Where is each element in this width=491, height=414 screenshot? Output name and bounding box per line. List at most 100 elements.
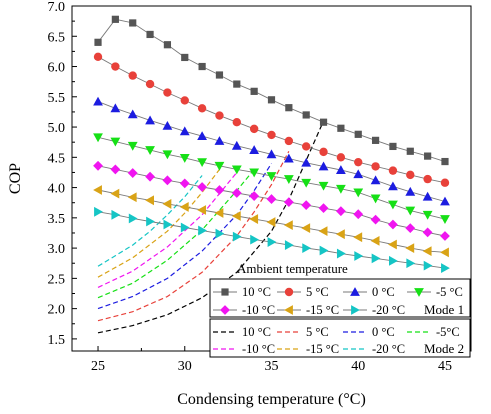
data-point: [284, 136, 294, 146]
legend-item-mode1: -20 °C: [343, 303, 405, 317]
data-point: [181, 53, 189, 62]
data-point: [370, 235, 380, 246]
data-point: [422, 210, 433, 220]
data-point: [111, 62, 120, 71]
data-point: [198, 62, 206, 71]
data-point: [388, 200, 398, 210]
data-point: [302, 111, 310, 119]
data-point: [284, 240, 294, 250]
data-point: [370, 175, 381, 185]
data-point: [440, 196, 450, 206]
data-point: [93, 96, 103, 106]
legend-item-mode1: 5 °C: [277, 285, 329, 299]
legend-title: Ambient temperature: [237, 261, 348, 276]
data-point: [111, 209, 121, 220]
data-point: [354, 251, 364, 261]
y-tick-label: 2.0: [48, 303, 66, 318]
data-point: [231, 188, 242, 198]
data-point: [405, 206, 416, 216]
legend-item-mode1: 0 °C: [343, 285, 395, 299]
legend-item-mode2: 5 °C: [277, 325, 329, 339]
mode2-line-10c: [97, 120, 325, 334]
data-point: [214, 136, 225, 145]
data-point: [283, 197, 294, 208]
data-point: [422, 227, 433, 238]
data-point: [93, 52, 103, 62]
data-point: [233, 80, 241, 88]
data-point: [318, 181, 329, 191]
y-tick-label: 6.5: [48, 30, 66, 45]
data-point: [250, 234, 260, 245]
data-point: [215, 228, 225, 239]
data-point: [319, 118, 328, 126]
data-point: [388, 239, 397, 250]
data-point: [110, 188, 120, 199]
x-tick-label: 30: [178, 359, 192, 374]
legend-label: -10 °C: [242, 342, 275, 356]
data-point: [335, 184, 346, 194]
data-point: [406, 170, 415, 180]
legend-box-mode2: [209, 318, 471, 358]
y-tick-label: 6.0: [48, 61, 66, 76]
data-point: [145, 171, 155, 182]
data-point: [163, 41, 172, 49]
data-point: [197, 182, 208, 192]
data-point: [406, 147, 414, 155]
data-point: [319, 147, 328, 157]
x-axis: 25 30 35 40 45: [91, 346, 452, 374]
data-point: [179, 178, 190, 189]
data-point: [440, 215, 450, 224]
data-point: [215, 71, 224, 79]
data-point: [249, 124, 259, 134]
data-point: [197, 205, 207, 215]
x-axis-title: Condensing temperature (°C): [177, 391, 366, 408]
data-point: [110, 103, 121, 113]
legend-item-mode2: -15 °C: [277, 342, 339, 356]
data-point: [285, 104, 293, 112]
legend-item-mode1: 10 °C: [213, 285, 271, 299]
data-point: [163, 88, 172, 97]
data-point: [335, 229, 345, 240]
legend-mode1-entries: 10 °C 5 °C 0 °C -5 °C -10 °C -15 °C -20 °C: [213, 285, 463, 317]
legend: Ambient temperature 10 °C 5 °C 0 °C -5 °C -1…: [209, 261, 471, 358]
legend-label: 0 °C: [372, 325, 395, 339]
data-point: [388, 219, 398, 230]
data-point: [266, 172, 277, 181]
data-point: [146, 30, 154, 39]
data-point: [301, 200, 312, 211]
mode2-line-5c: [97, 151, 290, 322]
data-point: [127, 192, 137, 203]
legend-marker: [350, 287, 360, 296]
legend-label: -20 °C: [372, 303, 405, 317]
mode2-line-minus5c: [97, 169, 255, 299]
legend-marker: [284, 287, 294, 297]
data-point: [127, 109, 138, 119]
legend-label: 5 °C: [306, 325, 329, 339]
data-point: [129, 19, 137, 27]
data-point: [318, 161, 329, 171]
y-tick-label: 4.5: [48, 151, 66, 166]
data-point: [337, 124, 345, 132]
data-point: [354, 130, 362, 138]
data-point: [180, 222, 190, 233]
data-point: [127, 168, 138, 178]
legend-mode1-label: Mode 1: [424, 302, 464, 317]
data-point: [388, 181, 398, 191]
legend-label: -15 °C: [306, 342, 339, 356]
data-point: [249, 145, 260, 154]
data-point: [354, 157, 363, 167]
data-point: [145, 79, 155, 89]
mode1-series-0c: [93, 96, 450, 206]
data-point: [336, 153, 346, 162]
data-point: [197, 158, 208, 168]
data-point: [283, 153, 294, 163]
data-point: [441, 157, 449, 166]
legend-item-mode2: 10 °C: [213, 325, 271, 339]
legend-mode2-label: Mode 2: [424, 341, 464, 356]
legend-label: 0 °C: [372, 285, 395, 299]
data-point: [214, 208, 224, 218]
data-point: [336, 248, 346, 259]
data-point: [405, 223, 416, 234]
legend-item-mode1: -5 °C: [407, 285, 463, 299]
data-point: [111, 15, 119, 23]
